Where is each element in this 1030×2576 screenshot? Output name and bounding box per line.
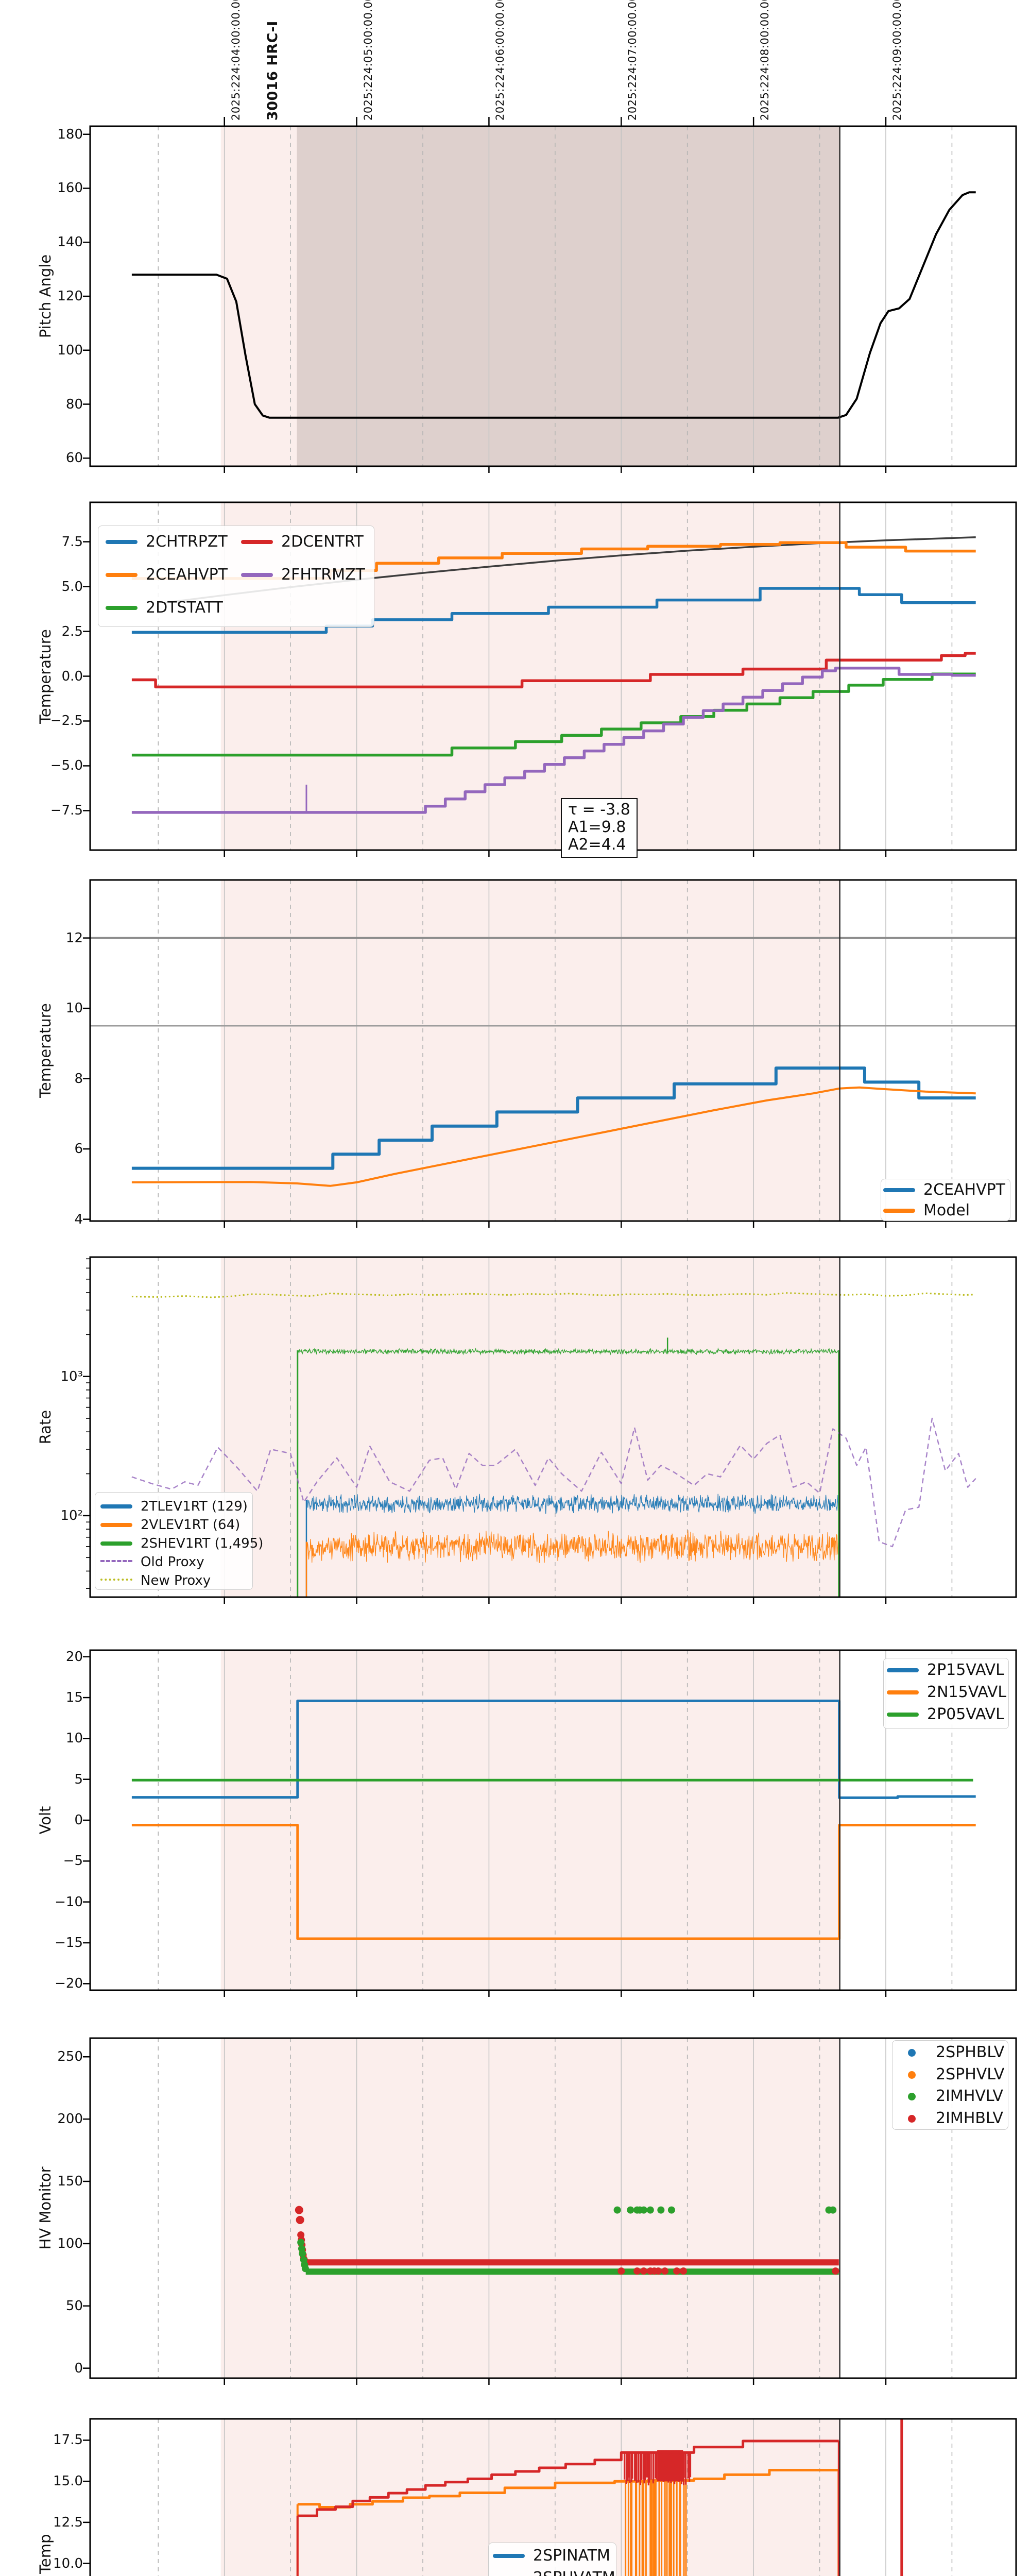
scatter-point-green — [299, 2250, 306, 2258]
series-orange — [131, 541, 976, 580]
scatter-point-green — [646, 2206, 654, 2214]
scatter-point-red — [296, 2215, 304, 2224]
series-black — [131, 191, 976, 419]
panel-temperature-all — [131, 502, 976, 850]
series-orange — [131, 1086, 976, 1187]
spike-cluster-orange — [625, 2481, 687, 2576]
series-red — [131, 652, 976, 689]
scatter-point-red — [655, 2267, 662, 2275]
panel-frame — [89, 2418, 1017, 2576]
scatter-point-red — [640, 2267, 647, 2275]
series-olive — [131, 1292, 973, 1298]
series-blue — [131, 1066, 976, 1170]
series-purple — [131, 1417, 976, 1548]
series-red — [297, 2439, 839, 2517]
scatter-point-green — [667, 2206, 675, 2214]
panel-volt — [131, 1650, 976, 1990]
noise-series-orange — [306, 1530, 839, 1563]
panel-rate — [131, 1257, 976, 1597]
scatter-point-green — [301, 2265, 309, 2273]
scatter-point-red — [673, 2267, 681, 2275]
panel-pitch-angle — [131, 126, 976, 466]
panel-frame — [89, 2037, 1017, 2379]
scatter-point-red — [617, 2267, 625, 2275]
noise-series-blue — [306, 1494, 839, 1514]
panel-hv-monitor — [158, 2038, 953, 2378]
spike-cluster-red — [657, 2450, 683, 2482]
shaded-interval — [220, 880, 840, 1221]
scatter-point-green — [297, 2239, 305, 2246]
shaded-interval — [220, 1650, 840, 1990]
series-orange — [131, 1824, 976, 1940]
scatter-point-green — [627, 2206, 634, 2214]
noise-series-green — [297, 1347, 839, 1356]
panel-detector-temp — [158, 2419, 953, 2576]
shaded-interval — [297, 126, 840, 466]
scatter-point-red — [680, 2267, 688, 2275]
series-green — [131, 672, 976, 757]
series-purple — [131, 667, 976, 814]
scatter-point-red — [661, 2267, 669, 2275]
panel-frame — [89, 1256, 1017, 1598]
shaded-interval — [220, 2038, 840, 2378]
scatter-point-green — [657, 2206, 665, 2214]
scatter-point-green — [829, 2206, 837, 2214]
scatter-point-red — [295, 2206, 303, 2214]
shaded-interval — [220, 2419, 840, 2576]
panel-frame — [89, 879, 1017, 1222]
scatter-point-red — [832, 2267, 839, 2275]
scatter-point-red — [633, 2267, 641, 2275]
scatter-point-green — [640, 2206, 647, 2214]
panel-temperature-model — [90, 880, 1016, 1221]
scatter-point-green — [613, 2206, 621, 2214]
series-orange — [297, 2469, 840, 2576]
